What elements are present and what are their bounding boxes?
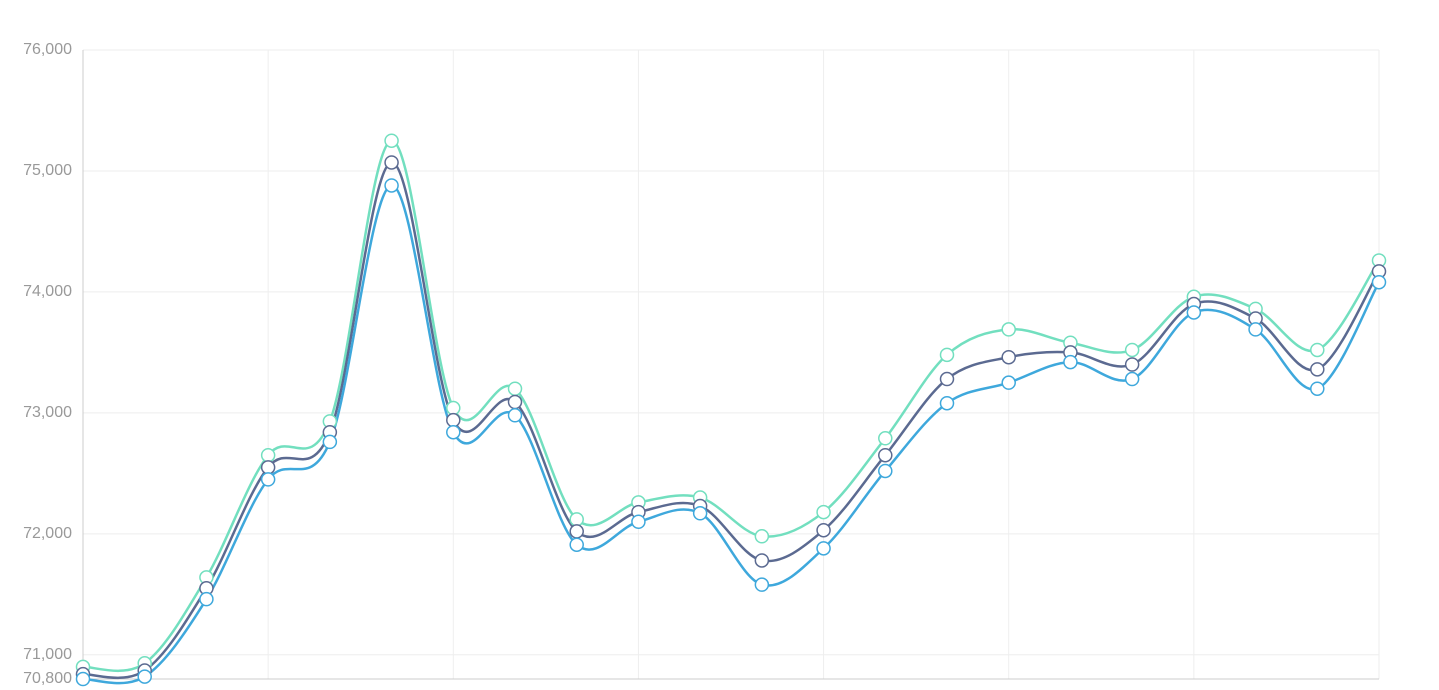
point	[75, 671, 91, 687]
point	[569, 537, 584, 552]
point	[137, 669, 152, 684]
line	[82, 184, 1381, 685]
line	[82, 161, 1381, 679]
y-tick-label: 74,000	[23, 283, 72, 300]
point	[1248, 322, 1263, 337]
point	[631, 514, 646, 529]
y-tick-label: 70,800	[23, 670, 72, 687]
point	[878, 447, 893, 463]
point	[1310, 362, 1325, 377]
point	[1124, 357, 1140, 372]
point	[507, 394, 523, 410]
point	[446, 424, 461, 440]
y-tick-label: 73,000	[23, 404, 72, 421]
point	[1001, 349, 1016, 365]
point	[384, 155, 399, 170]
point	[754, 553, 770, 568]
point	[1371, 274, 1387, 290]
point	[507, 381, 523, 396]
point	[1124, 342, 1140, 358]
y-tick-label: 71,000	[23, 646, 72, 663]
point	[507, 408, 523, 423]
point	[199, 591, 214, 607]
point	[384, 178, 399, 193]
point	[1001, 322, 1016, 337]
vertical-grid	[267, 50, 1380, 679]
point	[754, 577, 770, 592]
point	[754, 529, 770, 544]
point	[322, 434, 338, 450]
y-tick-label: 72,000	[23, 525, 72, 542]
line	[82, 139, 1381, 672]
point	[816, 504, 831, 520]
y-tick-label: 76,000	[23, 41, 72, 58]
point	[1063, 354, 1078, 370]
point	[384, 133, 399, 148]
point	[260, 460, 276, 475]
point	[260, 447, 276, 463]
point	[816, 541, 831, 556]
point	[446, 412, 461, 428]
point	[1001, 375, 1016, 390]
point	[816, 522, 831, 538]
point	[569, 512, 584, 527]
point	[260, 472, 276, 487]
point	[939, 347, 955, 363]
point	[939, 395, 955, 411]
point	[1310, 381, 1325, 396]
point	[1124, 371, 1140, 387]
point	[1310, 342, 1325, 358]
point	[692, 506, 708, 521]
point	[569, 524, 584, 539]
point	[939, 371, 955, 387]
point	[878, 463, 893, 479]
y-tick-label: 75,000	[23, 162, 72, 179]
point	[446, 400, 461, 416]
point	[1186, 305, 1202, 320]
point	[878, 431, 893, 446]
